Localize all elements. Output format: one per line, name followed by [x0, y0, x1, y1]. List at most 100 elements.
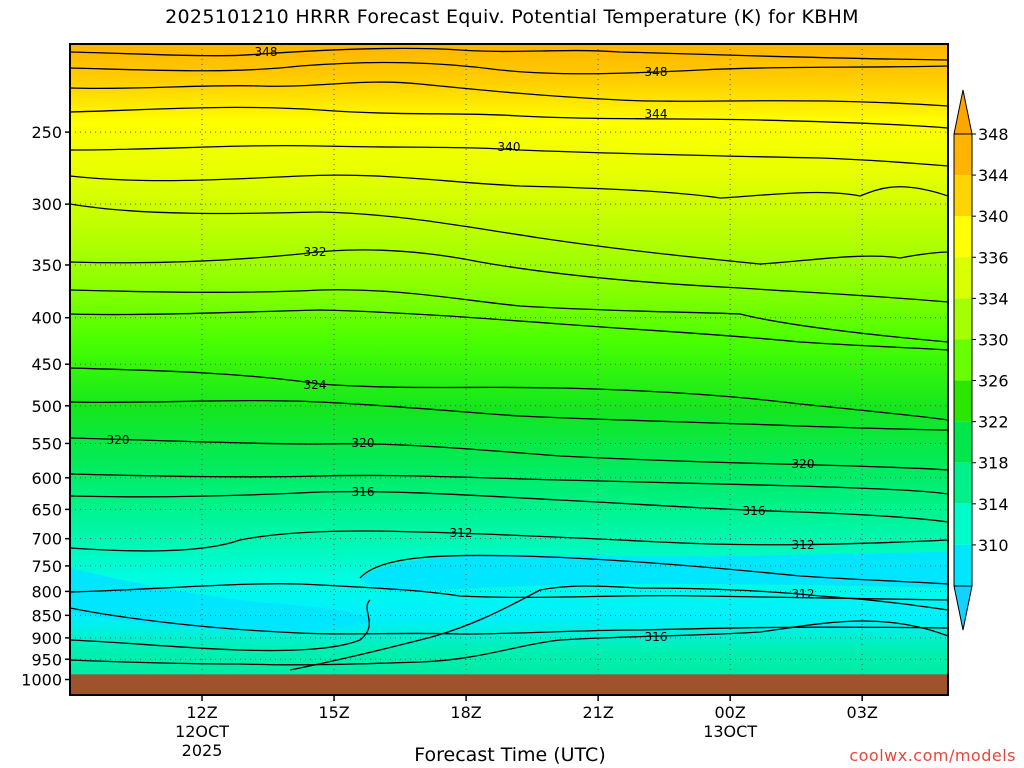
y-tick-label: 500 [31, 397, 62, 416]
colorbar-label: 336 [978, 248, 1009, 267]
ground-surface [70, 674, 948, 695]
contour-label: 312 [792, 587, 815, 601]
colorbar: 348 344 340 336 334 330 326 322 318 314 310 [953, 89, 1009, 631]
colorbar-bottom-arrow [953, 585, 973, 631]
contour-labels: 348 348 344 340 332 324 320 320 320 316 316 312 312 3… [107, 45, 815, 644]
contour-line [70, 174, 948, 199]
y-tick-label: 350 [31, 256, 62, 275]
chart-title: 2025101210 HRRR Forecast Equiv. Potentia… [165, 6, 859, 28]
contour-label: 320 [792, 457, 815, 471]
gridlines [70, 44, 948, 695]
y-tick-label: 250 [31, 123, 62, 142]
contour-label: 348 [255, 45, 278, 59]
colorbar-band [954, 216, 972, 258]
contour-line [70, 61, 948, 75]
x-tick-label: 12Z [186, 703, 217, 722]
contour-line [70, 144, 948, 167]
contour-label: 312 [450, 526, 473, 540]
contour-line [70, 249, 948, 303]
contour-label: 320 [352, 436, 375, 450]
y-tick-label: 850 [31, 606, 62, 625]
contour-line [70, 203, 948, 265]
contour-label: 316 [645, 630, 668, 644]
colorbar-band [954, 421, 972, 463]
colorbar-band [954, 462, 972, 504]
contour-line [289, 585, 948, 671]
contour-line [70, 47, 948, 61]
x-tick-date: 13OCT [703, 722, 757, 741]
y-tick-label: 700 [31, 530, 62, 549]
colorbar-band [954, 298, 972, 340]
contour-label: 312 [792, 538, 815, 552]
colorbar-band [954, 134, 972, 176]
contour-line [70, 289, 948, 343]
contour-line [70, 367, 948, 421]
contour-line [70, 309, 948, 351]
colorbar-label: 318 [978, 454, 1009, 473]
colorbar-band [954, 175, 972, 217]
colorbar-band [954, 257, 972, 299]
contour-line [359, 554, 948, 585]
x-tick-label: 15Z [318, 703, 349, 722]
x-axis-label: Forecast Time (UTC) [414, 744, 606, 766]
x-tick-date: 12OCT [175, 722, 229, 741]
y-tick-label: 650 [31, 500, 62, 519]
contour-line [70, 437, 948, 471]
colorbar-label: 322 [978, 413, 1009, 432]
colorbar-label: 310 [978, 536, 1009, 555]
y-tick-label: 600 [31, 469, 62, 488]
x-tick-label: 21Z [582, 703, 613, 722]
contour-line [70, 81, 948, 107]
y-tick-label: 450 [31, 355, 62, 374]
contour-line [70, 530, 948, 552]
y-tick-label: 1000 [21, 671, 62, 690]
colorbar-band [954, 339, 972, 381]
contour-line [70, 106, 948, 129]
contour-label: 332 [304, 245, 327, 259]
cold-pocket-right [360, 552, 948, 592]
colorbar-label: 348 [978, 125, 1009, 144]
colorbar-label: 314 [978, 495, 1009, 514]
y-tick-label: 550 [31, 434, 62, 453]
contour-label: 340 [498, 140, 521, 154]
contour-label: 344 [645, 107, 668, 121]
colorbar-band [954, 380, 972, 422]
y-tick-label: 750 [31, 557, 62, 576]
colorbar-label: 330 [978, 330, 1009, 349]
plot-frame [69, 43, 949, 696]
x-tick-label: 03Z [847, 703, 878, 722]
colorbar-band [954, 544, 972, 586]
colorbar-label: 326 [978, 372, 1009, 391]
contour-label: 316 [352, 485, 375, 499]
contour-line [70, 583, 948, 601]
x-tick-label: 18Z [450, 703, 481, 722]
y-tick-label: 800 [31, 582, 62, 601]
contour-line [70, 490, 948, 523]
y-tick-label: 400 [31, 309, 62, 328]
contour-label: 316 [743, 504, 766, 518]
x-tick-year: 2025 [182, 741, 223, 760]
y-tick-label: 950 [31, 650, 62, 669]
contour-label: 324 [304, 378, 327, 392]
colorbar-label: 334 [978, 289, 1009, 308]
colorbar-band [954, 503, 972, 545]
contour-line [70, 399, 948, 431]
colorbar-label: 340 [978, 207, 1009, 226]
contour-line [70, 599, 371, 652]
y-tick-label: 900 [31, 629, 62, 648]
contour-lines [70, 47, 948, 671]
contour-line [70, 620, 948, 666]
y-axis: 250 300 350 400 450 500 550 600 650 700 750 800 850 9… [21, 123, 70, 690]
credit-link[interactable]: coolwx.com/models [849, 746, 1016, 765]
y-tick-label: 300 [31, 195, 62, 214]
contour-line [70, 473, 948, 495]
colorbar-top-arrow [953, 89, 973, 135]
contour-label: 348 [645, 65, 668, 79]
colorbar-label: 344 [978, 166, 1009, 185]
contour-line [70, 607, 948, 635]
x-tick-label: 00Z [714, 703, 745, 722]
colorbar-frame [953, 133, 973, 587]
contour-label: 320 [107, 433, 130, 447]
